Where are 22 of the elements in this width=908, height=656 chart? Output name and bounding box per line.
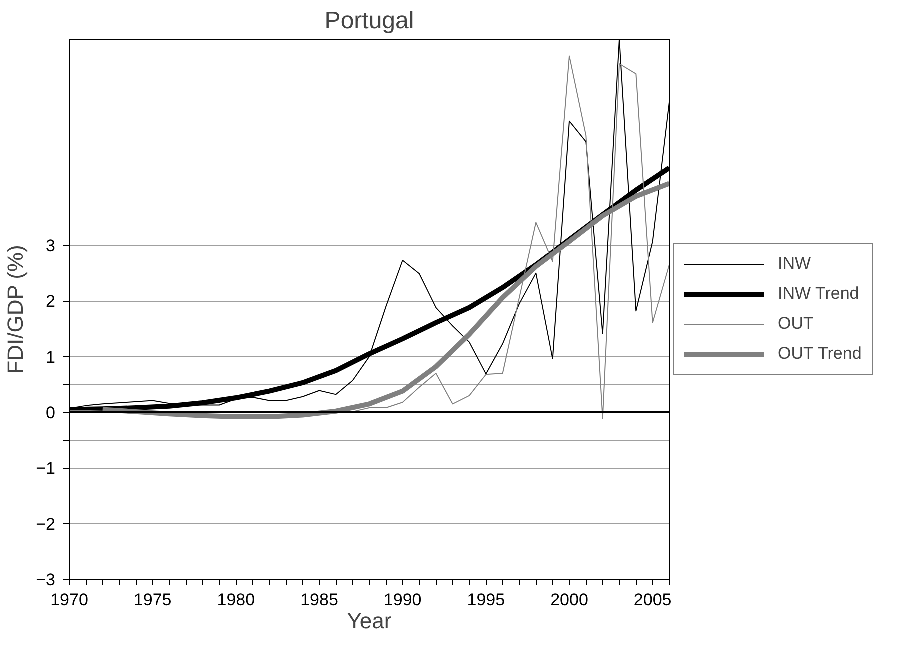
y-tick-label: −3 xyxy=(36,570,56,590)
x-tick-label: 1995 xyxy=(467,590,506,610)
chart-title: Portugal xyxy=(324,8,414,34)
y-axis-title: FDI/GDP (%) xyxy=(3,245,28,374)
legend-label: INW Trend xyxy=(778,284,860,304)
x-tick-label: 1980 xyxy=(217,590,256,610)
y-tick-label: 1 xyxy=(46,348,56,367)
x-tick-label: 2005 xyxy=(634,590,672,610)
y-tick-label: 3 xyxy=(46,236,56,256)
y-tick-label: 0 xyxy=(46,403,56,422)
legend-label: OUT xyxy=(778,314,814,334)
x-tick-label: 1990 xyxy=(384,590,422,610)
x-axis-title: Year xyxy=(347,608,392,634)
legend-label: OUT Trend xyxy=(778,344,862,364)
y-tick-label: −1 xyxy=(36,459,56,478)
legend-label: INW xyxy=(778,254,812,274)
x-tick-label: 1985 xyxy=(300,590,338,610)
y-tick-label: −2 xyxy=(36,514,56,534)
x-tick-label: 2000 xyxy=(550,590,588,610)
x-tick-label: 1975 xyxy=(134,590,172,610)
x-tick-label: 1970 xyxy=(50,590,88,610)
y-tick-label: 2 xyxy=(46,292,56,312)
